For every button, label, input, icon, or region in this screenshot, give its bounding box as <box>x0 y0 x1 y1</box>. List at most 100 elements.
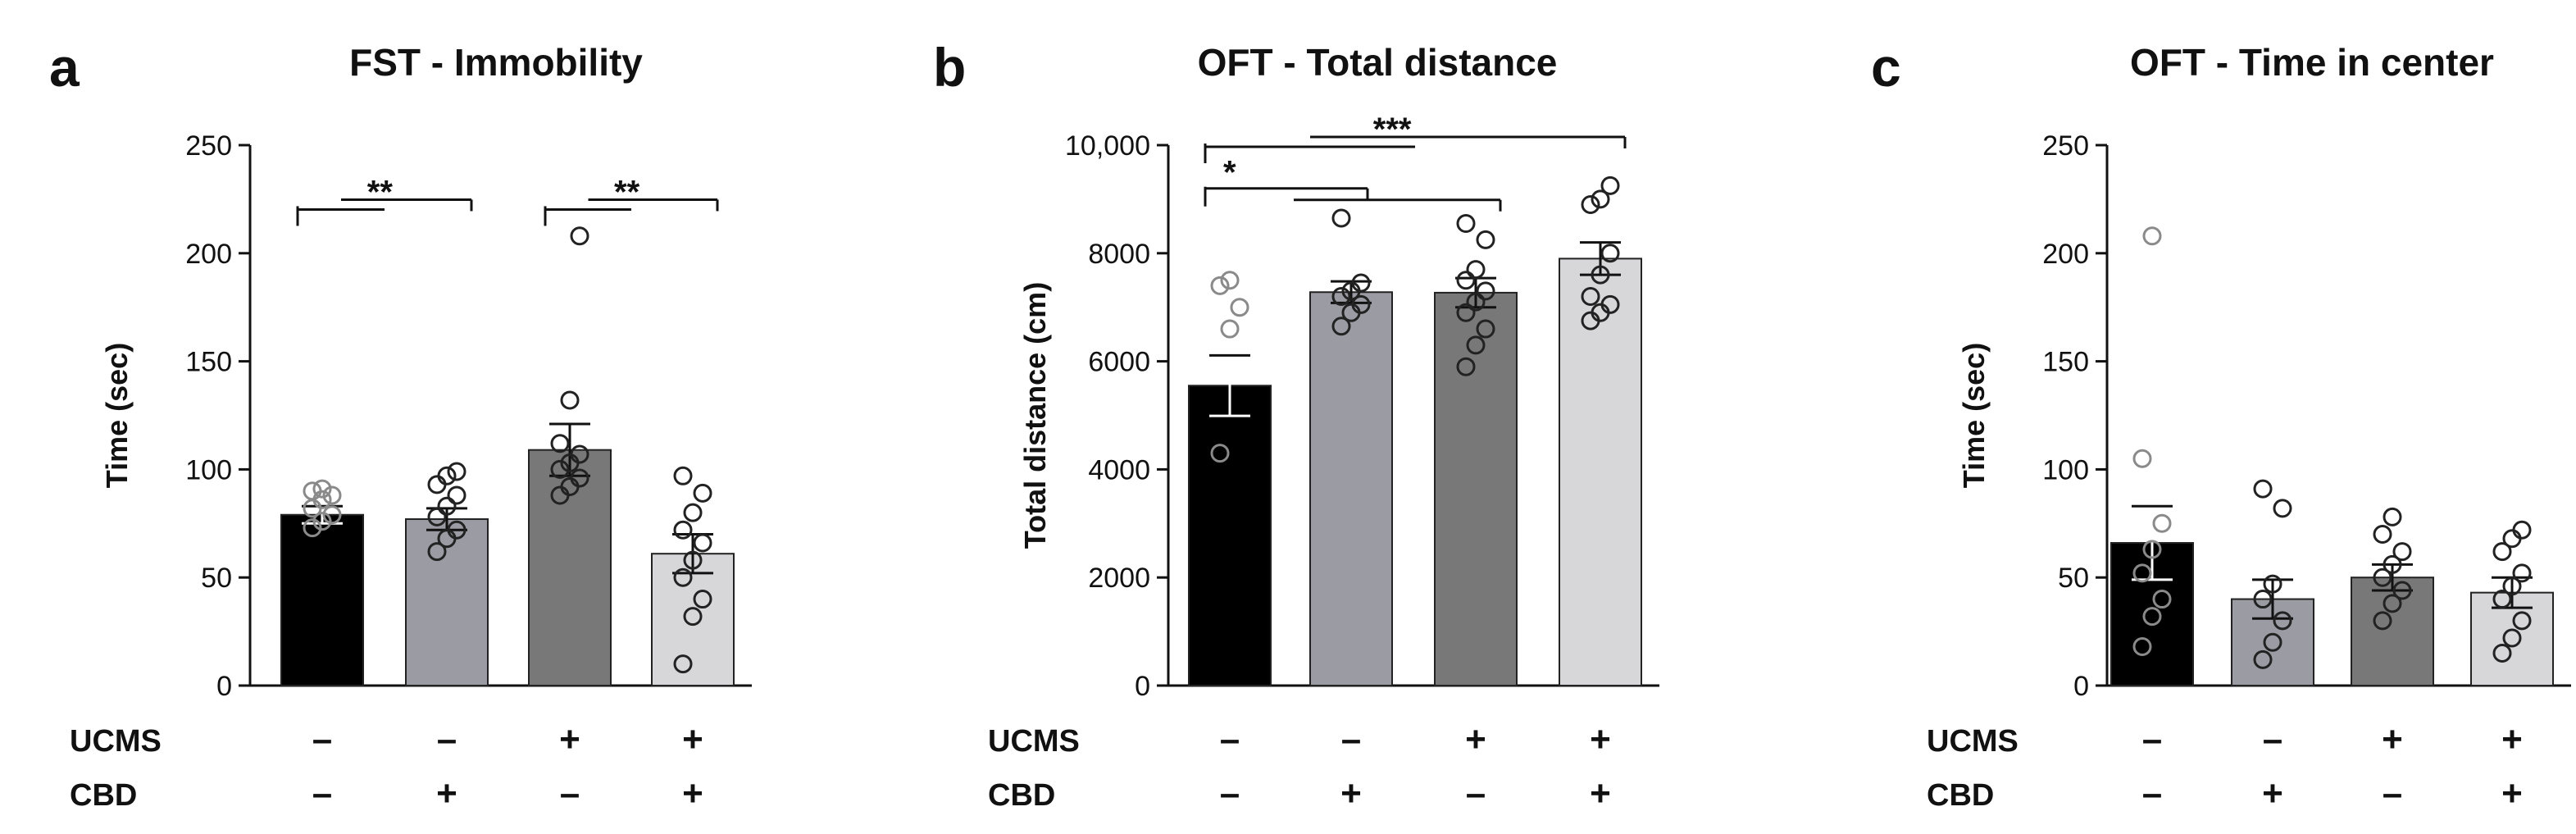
data-point-c-3 <box>2383 594 2402 613</box>
row-label-ucms-c: UCMS <box>1927 724 2018 759</box>
data-point-c-4 <box>2492 542 2512 562</box>
data-point-a-2 <box>437 466 457 485</box>
y-tick-label-b: 4000 <box>1088 454 1150 485</box>
y-tick-label-a: 150 <box>185 347 232 378</box>
data-point-b-2 <box>1351 294 1371 314</box>
data-point-a-1 <box>312 512 332 531</box>
data-point-b-1 <box>1210 276 1230 295</box>
row-label-cbd-b: CBD <box>988 778 1055 813</box>
data-point-b-3 <box>1476 319 1495 339</box>
data-point-c-1 <box>2142 540 2162 559</box>
y-tick-label-b: 6000 <box>1088 347 1150 378</box>
data-point-c-1 <box>2132 637 2152 657</box>
data-point-c-1 <box>2142 226 2162 246</box>
data-point-a-3 <box>570 468 589 488</box>
ucms-sign-a-2: – <box>437 719 457 759</box>
chart-title-c: OFT - Time in center <box>2130 41 2494 84</box>
row-label-cbd-a: CBD <box>70 778 137 813</box>
data-point-a-4 <box>673 466 693 485</box>
data-point-c-4 <box>2492 643 2512 663</box>
data-point-b-3 <box>1456 303 1476 322</box>
cbd-sign-c-3: – <box>2383 773 2402 813</box>
data-point-b-4 <box>1581 194 1600 214</box>
data-point-c-4 <box>2512 563 2532 583</box>
data-point-c-2 <box>2253 590 2273 609</box>
data-point-b-4 <box>1591 265 1610 285</box>
data-point-a-4 <box>693 483 712 503</box>
y-tick-label-a: 200 <box>185 239 232 270</box>
data-point-b-3 <box>1456 214 1476 234</box>
panel-letter-a: a <box>49 37 80 98</box>
data-point-a-4 <box>693 590 712 609</box>
data-point-c-4 <box>2492 590 2512 609</box>
cbd-sign-c-4: + <box>2501 773 2523 813</box>
y-tick-label-c: 0 <box>2073 671 2089 702</box>
data-point-c-2 <box>2263 632 2282 652</box>
data-point-c-1 <box>2132 563 2152 583</box>
ucms-sign-b-2: – <box>1341 719 1361 759</box>
panel-letter-c: c <box>1871 37 1901 98</box>
data-point-a-4 <box>683 550 703 570</box>
ucms-sign-c-2: – <box>2263 719 2282 759</box>
data-point-a-1 <box>312 479 332 499</box>
y-tick-label-a: 50 <box>201 563 232 594</box>
cbd-sign-c-2: + <box>2262 773 2283 813</box>
data-point-c-3 <box>2392 542 2412 562</box>
data-point-c-2 <box>2273 499 2292 518</box>
y-tick-label-c: 200 <box>2042 239 2089 270</box>
ucms-sign-b-4: + <box>1590 719 1611 759</box>
cbd-sign-b-2: + <box>1340 773 1362 813</box>
data-point-b-2 <box>1331 317 1351 336</box>
data-point-b-3 <box>1466 335 1486 355</box>
data-point-c-4 <box>2512 611 2532 631</box>
data-point-b-1 <box>1230 298 1249 317</box>
data-point-c-3 <box>2373 611 2392 631</box>
data-point-c-2 <box>2253 649 2273 669</box>
data-point-a-2 <box>437 496 457 516</box>
row-label-ucms-b: UCMS <box>988 724 1080 759</box>
y-tick-label-b: 8000 <box>1088 239 1150 270</box>
data-point-c-2 <box>2253 479 2273 499</box>
data-point-c-3 <box>2373 567 2392 587</box>
data-point-b-4 <box>1581 287 1600 307</box>
row-label-ucms-a: UCMS <box>70 724 162 759</box>
ucms-sign-c-3: + <box>2382 719 2403 759</box>
cbd-sign-c-1: – <box>2142 773 2162 813</box>
data-point-a-1 <box>303 481 322 501</box>
y-axis-label-b: Total distance (cm) <box>1018 282 1052 549</box>
y-tick-label-c: 250 <box>2042 130 2089 162</box>
data-point-c-1 <box>2142 607 2162 627</box>
ucms-sign-a-1: – <box>312 719 332 759</box>
data-point-c-3 <box>2383 507 2402 526</box>
data-point-b-2 <box>1331 208 1351 228</box>
significance-label-a: ** <box>367 174 394 210</box>
data-point-c-3 <box>2392 581 2412 600</box>
data-point-c-3 <box>2383 554 2402 574</box>
data-point-b-3 <box>1466 292 1486 312</box>
data-point-c-4 <box>2512 520 2532 540</box>
y-axis-label-c: Time (sec) <box>1957 343 1991 488</box>
data-point-c-2 <box>2273 611 2292 631</box>
bar-a-4 <box>651 553 735 686</box>
data-point-c-1 <box>2152 513 2172 533</box>
bar-b-2 <box>1309 291 1393 686</box>
ucms-sign-c-4: + <box>2501 719 2523 759</box>
data-point-b-3 <box>1476 230 1495 249</box>
data-point-a-4 <box>693 533 712 553</box>
data-point-a-4 <box>683 607 703 627</box>
data-point-c-1 <box>2132 449 2152 468</box>
data-point-a-3 <box>550 459 570 479</box>
ucms-sign-b-3: + <box>1465 719 1486 759</box>
significance-label-b: *** <box>1373 112 1412 148</box>
data-point-b-4 <box>1600 294 1620 314</box>
data-point-a-3 <box>570 226 589 246</box>
data-point-a-3 <box>570 444 589 464</box>
cbd-sign-a-4: + <box>682 773 703 813</box>
data-point-a-4 <box>673 654 693 674</box>
data-point-b-3 <box>1476 281 1495 301</box>
data-point-b-1 <box>1210 444 1230 463</box>
cbd-sign-b-1: – <box>1220 773 1240 813</box>
data-point-a-1 <box>322 485 342 505</box>
cbd-sign-a-3: – <box>560 773 580 813</box>
